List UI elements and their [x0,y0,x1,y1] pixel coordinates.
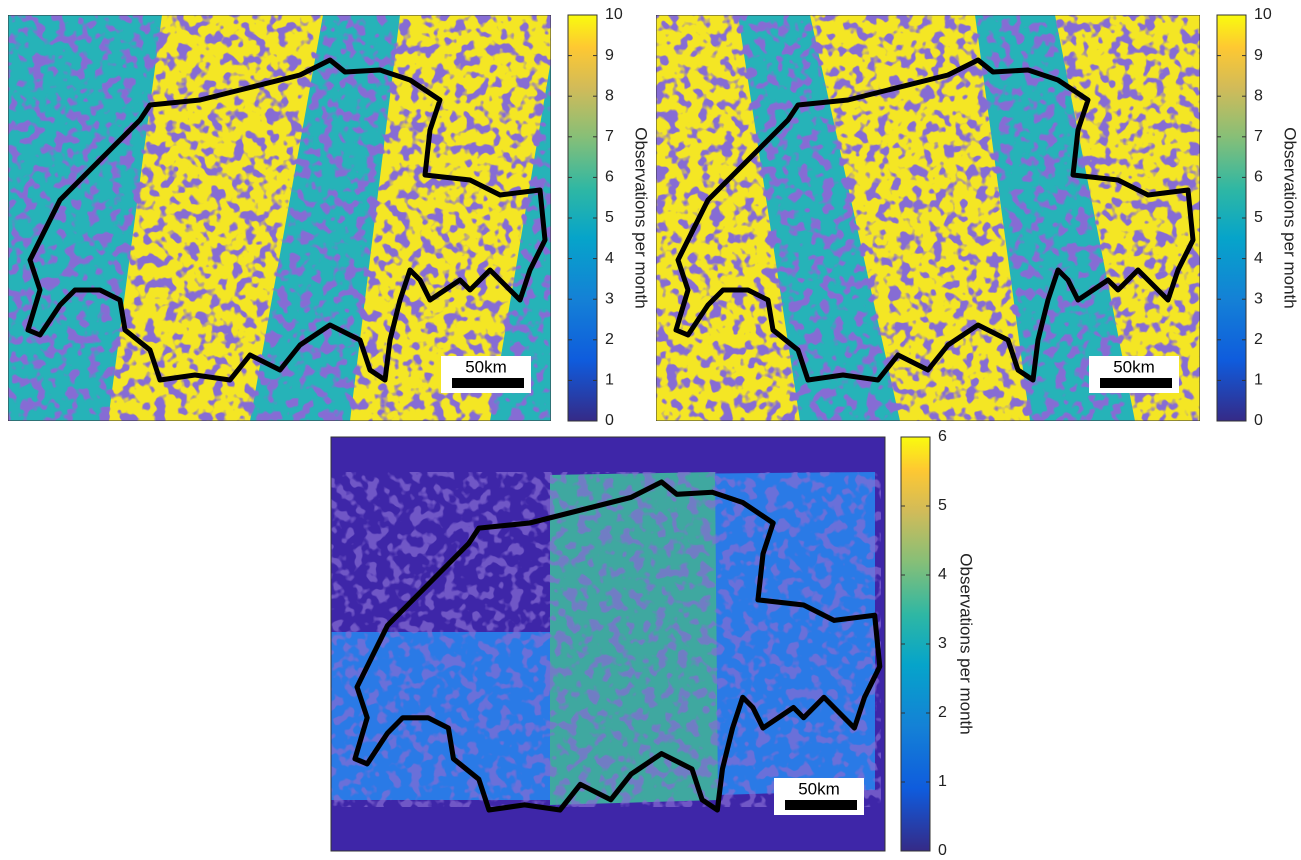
colorbar-tick-label: 5 [938,497,947,514]
colorbar-label: Observations per month [632,127,651,308]
colorbar-tick-label: 3 [1254,290,1263,307]
scale-bar-label: 50km [1113,357,1155,376]
colorbar-tick-label: 6 [605,169,614,186]
colorbar-tick-label: 10 [605,6,623,23]
colorbar-tick-label: 0 [605,412,614,429]
figure: 50km012345678910Observations per month50… [0,0,1301,855]
texture [331,472,881,807]
colorbar [568,15,597,421]
colorbar-tick-label: 4 [938,566,947,583]
colorbar-tick-label: 5 [1254,209,1263,226]
colorbar-tick-label: 6 [938,428,947,445]
colorbar-tick-label: 5 [605,209,614,226]
colorbar [1217,15,1246,421]
scale-bar [785,800,857,810]
scale-bar [1100,378,1172,388]
colorbar-tick-label: 10 [1254,6,1272,23]
colorbar-tick-label: 3 [938,635,947,652]
colorbar-tick-label: 0 [938,842,947,855]
colorbar-tick-label: 1 [1254,372,1263,389]
colorbar-tick-label: 2 [1254,331,1263,348]
colorbar-tick-label: 2 [605,331,614,348]
colorbar-label: Observations per month [957,553,976,734]
colorbar-tick-label: 9 [1254,47,1263,64]
colorbar-tick-label: 7 [605,128,614,145]
colorbar-tick-label: 4 [605,250,614,267]
colorbar-tick-label: 8 [605,87,614,104]
colorbar-tick-label: 0 [1254,412,1263,429]
colorbar-tick-label: 1 [938,773,947,790]
colorbar-tick-label: 6 [1254,169,1263,186]
colorbar-tick-label: 7 [1254,128,1263,145]
scale-bar-label: 50km [465,357,507,376]
colorbar-tick-label: 8 [1254,87,1263,104]
colorbar-tick-label: 9 [605,47,614,64]
colorbar-tick-label: 1 [605,372,614,389]
colorbar-tick-label: 2 [938,704,947,721]
colorbar [901,437,930,851]
colorbar-tick-label: 3 [605,290,614,307]
scale-bar [452,378,524,388]
colorbar-tick-label: 4 [1254,250,1263,267]
scale-bar-label: 50km [798,779,840,798]
colorbar-label: Observations per month [1281,127,1300,308]
